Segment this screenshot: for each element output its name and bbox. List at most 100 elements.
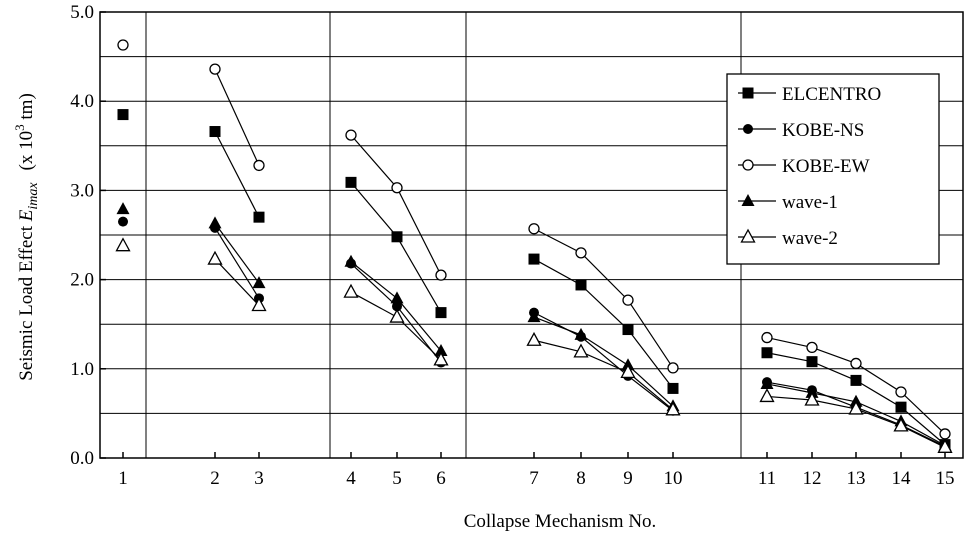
data-point-wave-2 xyxy=(759,388,775,403)
x-tick-labels: 1 2 3 4 5 6 7 8 9 10 11 12 13 14 15 xyxy=(118,468,954,489)
data-point-wave-1 xyxy=(574,327,588,340)
legend-marker-wave-1 xyxy=(741,194,755,206)
x-tick-label: 10 xyxy=(664,468,683,489)
data-point-wave-1 xyxy=(760,376,774,389)
data-point-wave-1 xyxy=(344,254,358,267)
x-tick-label: 13 xyxy=(847,468,866,489)
legend-label-wave-2: wave-2 xyxy=(782,228,838,249)
data-point-wave-1 xyxy=(116,202,130,215)
data-point-kobe-ew xyxy=(391,182,403,194)
legend-box xyxy=(726,73,940,265)
series-line-wave-1 xyxy=(766,383,946,447)
y-tick-label: 5.0 xyxy=(70,2,94,23)
series-line-wave-2 xyxy=(214,258,260,306)
series-line-kobe-ew xyxy=(350,134,442,276)
data-point-kobe-ew xyxy=(806,341,818,354)
x-tick-label: 12 xyxy=(803,468,822,489)
data-point-wave-2 xyxy=(343,283,359,298)
series-line-wave-1 xyxy=(214,223,260,284)
y-axis-label-symbol: E xyxy=(16,209,37,222)
data-point-wave-2 xyxy=(207,250,223,265)
data-point-wave-2 xyxy=(937,438,953,453)
plot-border xyxy=(99,11,964,459)
data-point-kobe-ew xyxy=(761,331,773,344)
x-tick-label: 5 xyxy=(392,468,402,489)
y-axis-label-unit-suffix: tm) xyxy=(16,93,37,124)
data-point-elcentro xyxy=(253,211,265,223)
data-point-kobe-ew xyxy=(850,357,862,370)
data-point-elcentro xyxy=(117,109,129,121)
series-line-wave-1 xyxy=(533,316,674,407)
y-tick-label: 4.0 xyxy=(70,91,94,112)
series-line-kobe-ew xyxy=(533,228,674,369)
x-tick-label: 3 xyxy=(254,468,264,489)
data-point-kobe-ew xyxy=(895,386,907,398)
plot-frame xyxy=(99,11,964,459)
y-tick-label: 1.0 xyxy=(70,359,94,380)
data-point-kobe-ew xyxy=(622,294,634,306)
data-point-elcentro xyxy=(345,176,357,188)
legend-label-kobe-ew: KOBE-EW xyxy=(782,156,870,177)
x-tick-label: 9 xyxy=(623,468,633,489)
data-point-wave-1 xyxy=(527,310,541,323)
series-line-wave-2 xyxy=(533,339,674,411)
legend-label-wave-1: wave-1 xyxy=(782,192,838,213)
y-axis-label: Seismic Load Effect Eimax (x 103 tm) xyxy=(12,93,41,381)
x-tick-label: 14 xyxy=(892,468,912,489)
x-tick-label: 7 xyxy=(529,468,539,489)
x-tick-label: 8 xyxy=(576,468,586,489)
data-point-elcentro xyxy=(850,374,862,386)
data-point-elcentro xyxy=(575,279,587,291)
legend-marker-kobe-ew xyxy=(742,159,754,171)
legend: ELCENTRO KOBE-NS KOBE-EW wave-1 wave-2 xyxy=(726,73,940,265)
y-tick-label: 2.0 xyxy=(70,270,94,291)
y-axis-label-prefix: Seismic Load Effect xyxy=(16,221,37,381)
data-point-elcentro xyxy=(435,307,447,319)
legend-marker-wave-2 xyxy=(740,228,756,243)
x-tick-label: 1 xyxy=(118,468,128,489)
data-point-wave-1 xyxy=(252,276,266,289)
data-point-kobe-ew xyxy=(528,223,540,235)
data-point-kobe-ew xyxy=(117,39,129,51)
series-wave-2 xyxy=(115,237,953,453)
y-tick-label: 3.0 xyxy=(70,180,94,201)
data-point-kobe-ew xyxy=(253,159,265,172)
data-point-elcentro xyxy=(806,356,818,368)
data-point-wave-2 xyxy=(848,400,864,415)
data-point-wave-2 xyxy=(573,343,589,358)
data-point-kobe-ew xyxy=(209,63,221,75)
data-point-wave-2 xyxy=(433,351,449,366)
data-point-kobe-ns xyxy=(392,301,402,312)
data-point-elcentro xyxy=(209,126,221,138)
x-axis-label: Collapse Mechanism No. xyxy=(464,511,657,532)
data-point-wave-2 xyxy=(389,308,405,323)
data-point-elcentro xyxy=(761,347,773,359)
data-point-wave-2 xyxy=(620,364,636,379)
data-point-wave-2 xyxy=(665,401,681,416)
series-kobe-ew xyxy=(117,39,951,440)
x-tick-label: 11 xyxy=(758,468,776,489)
x-tick-label: 15 xyxy=(936,468,955,489)
data-point-wave-2 xyxy=(526,331,542,346)
data-point-kobe-ew xyxy=(667,362,679,374)
series-line-kobe-ew xyxy=(214,68,260,166)
data-point-wave-1 xyxy=(390,291,404,304)
data-point-elcentro xyxy=(667,382,679,394)
series-line-kobe-ns xyxy=(533,312,674,412)
legend-label-kobe-ns: KOBE-NS xyxy=(782,120,864,141)
series-line-elcentro xyxy=(533,258,674,389)
data-point-wave-2 xyxy=(115,237,131,252)
legend-marker-kobe-ns xyxy=(743,124,753,134)
data-point-elcentro xyxy=(391,231,403,243)
series-elcentro xyxy=(117,109,951,451)
data-point-kobe-ns xyxy=(118,216,128,227)
x-tick-label: 6 xyxy=(436,468,446,489)
legend-marker-elcentro xyxy=(742,87,754,99)
data-point-elcentro xyxy=(528,253,540,265)
data-point-wave-1 xyxy=(208,216,222,229)
y-axis-label-subscript: imax xyxy=(26,182,41,210)
y-tick-label: 0.0 xyxy=(70,448,94,469)
data-point-kobe-ew xyxy=(435,269,447,281)
x-tick-label: 2 xyxy=(210,468,220,489)
